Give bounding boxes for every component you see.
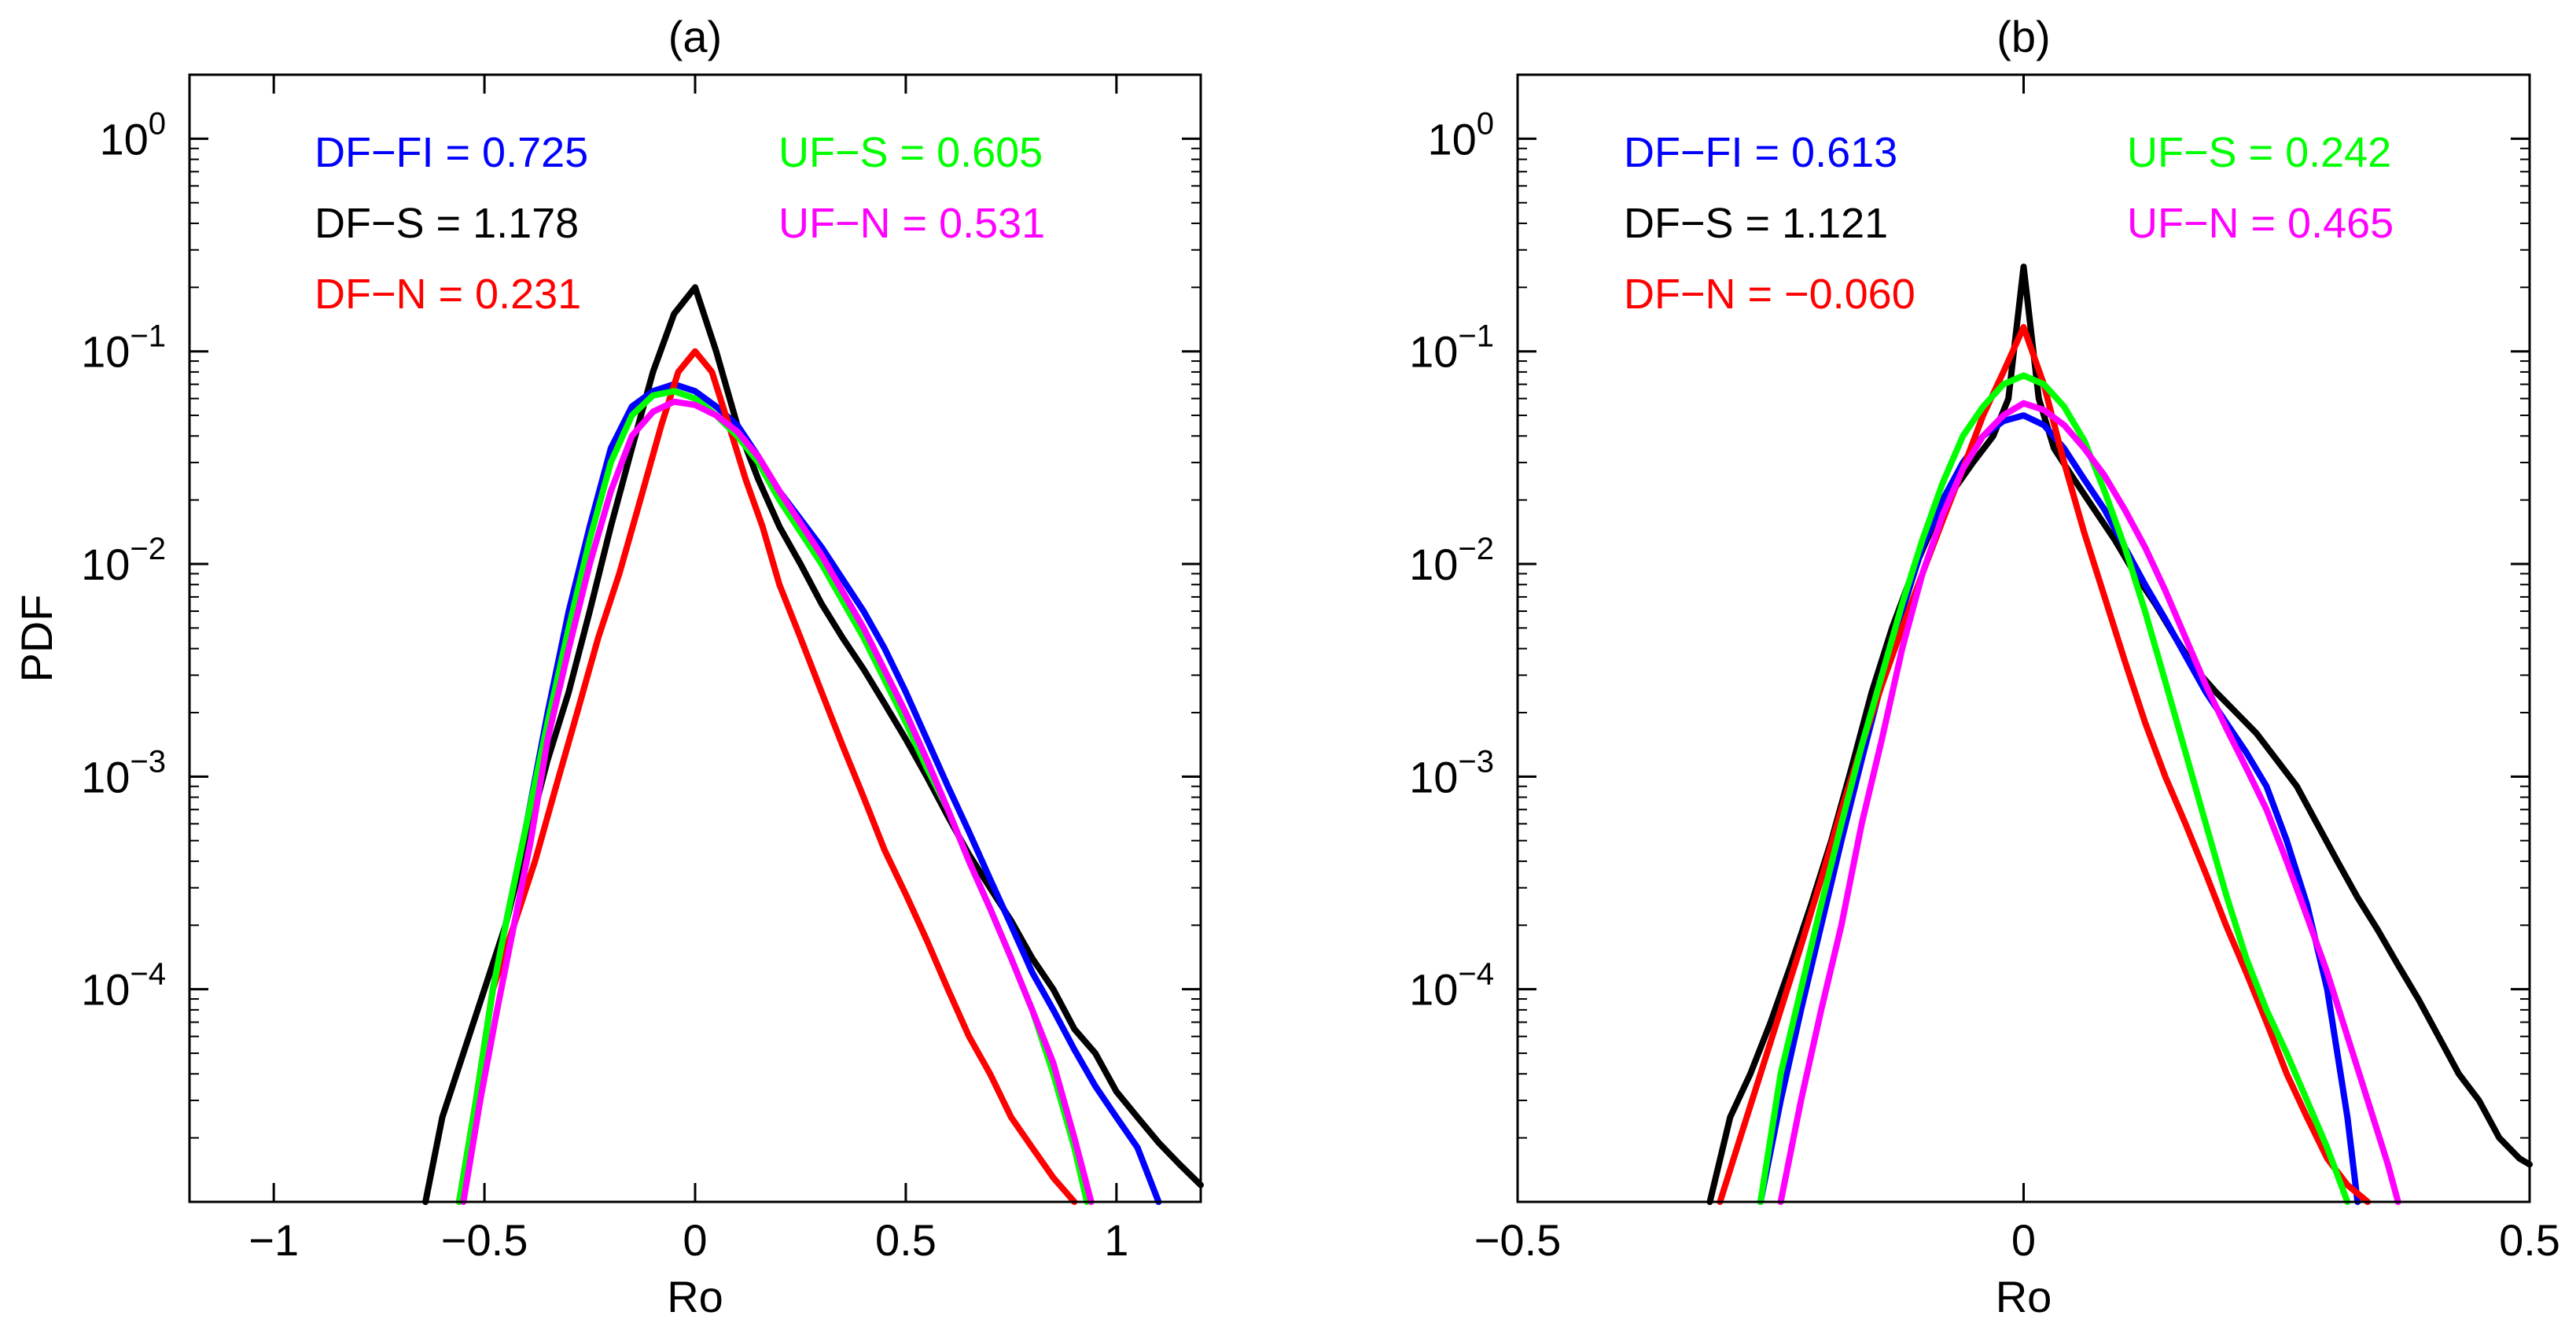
x-tick-label: −1 (248, 1215, 299, 1265)
series-lines (422, 284, 1204, 1205)
y-tick-label: 10−2 (1409, 532, 1494, 589)
series-line-df-n (1717, 323, 2372, 1205)
x-tick-label: −0.5 (1474, 1215, 1562, 1265)
y-tick-labels: 100 10−1 10−2 10−3 10−4 (1409, 106, 1494, 1014)
annotation-uf-n: UF−N = 0.531 (778, 200, 1045, 247)
x-tick-label: 0 (683, 1215, 707, 1265)
y-tick-exponent: −4 (1458, 957, 1494, 992)
x-tick-labels: −0.5 0 0.5 (1474, 1215, 2560, 1265)
series-line-df-fi (1757, 412, 2361, 1205)
y-tick-exponent: 0 (1477, 106, 1494, 141)
y-axis-label: PDF (12, 595, 61, 683)
y-tick-exponent: −4 (130, 957, 166, 992)
annotation-df-fi: DF−FI = 0.613 (1624, 129, 1897, 176)
series-line-uf-s (1757, 372, 2351, 1205)
annotation-uf-s: UF−S = 0.605 (778, 129, 1043, 176)
y-tick-label: 10−3 (81, 744, 166, 802)
y-tick-label: 10−3 (1409, 744, 1494, 802)
annotation-df-n: DF−N = 0.231 (315, 271, 581, 318)
y-tick-label: 100 (1427, 106, 1494, 164)
ticks (190, 75, 1201, 1202)
series-line-df-n (455, 348, 1078, 1205)
annotation-df-s: DF−S = 1.121 (1624, 200, 1888, 247)
x-axis-label: Ro (667, 1272, 723, 1321)
y-tick-label: 100 (99, 106, 166, 164)
y-tick-exponent: −2 (130, 532, 166, 566)
series-line-df-s (422, 284, 1204, 1205)
y-tick-exponent: −2 (1458, 532, 1494, 566)
panel-title: (b) (1996, 12, 2050, 61)
y-tick-label: 10−4 (81, 957, 166, 1015)
x-axis-label: Ro (1996, 1272, 2052, 1321)
x-tick-labels: −1 −0.5 0 0.5 1 (248, 1215, 1128, 1265)
y-tick-label: 10−2 (81, 532, 166, 589)
panel-title: (a) (668, 12, 722, 61)
y-tick-label: 10−4 (1409, 957, 1494, 1015)
series-line-uf-n (460, 398, 1095, 1205)
series-lines (1706, 263, 2533, 1205)
y-tick-label: 10−1 (1409, 319, 1494, 377)
annotations: DF−FI = 0.725 DF−S = 1.178 DF−N = 0.231 UF−… (315, 129, 1045, 318)
x-tick-label: 0.5 (875, 1215, 937, 1265)
ticks (1516, 75, 2531, 1202)
y-tick-exponent: −1 (130, 319, 166, 354)
y-tick-exponent: 0 (149, 106, 166, 141)
annotation-df-fi: DF−FI = 0.725 (315, 129, 588, 176)
x-tick-label: 0 (2011, 1215, 2036, 1265)
x-tick-label: 1 (1104, 1215, 1128, 1265)
y-tick-exponent: −3 (1458, 744, 1494, 779)
annotation-uf-s: UF−S = 0.242 (2127, 129, 2391, 176)
annotation-df-s: DF−S = 1.178 (315, 200, 579, 247)
annotation-uf-n: UF−N = 0.465 (2127, 200, 2394, 247)
series-line-df-s (1706, 263, 2533, 1205)
annotations: DF−FI = 0.613 DF−S = 1.121 DF−N = −0.060 UF… (1624, 129, 2394, 318)
annotation-df-n: DF−N = −0.060 (1624, 271, 1915, 318)
series-line-uf-n (1777, 400, 2401, 1205)
x-tick-label: −0.5 (441, 1215, 528, 1265)
panel-b: 100 10−1 10−2 10−3 10−4 −0.5 0 0.5 DF−FI = 0.6… (1409, 12, 2560, 1321)
y-tick-labels: 100 10−1 10−2 10−3 10−4 (81, 106, 166, 1014)
y-tick-exponent: −1 (1458, 319, 1494, 354)
y-tick-exponent: −3 (130, 744, 166, 779)
y-tick-label: 10−1 (81, 319, 166, 377)
x-tick-label: 0.5 (2499, 1215, 2560, 1265)
panel-a: 100 10−1 10−2 10−3 10−4 −1 −0.5 0 0.5 1 DF−FI = … (12, 12, 1204, 1321)
